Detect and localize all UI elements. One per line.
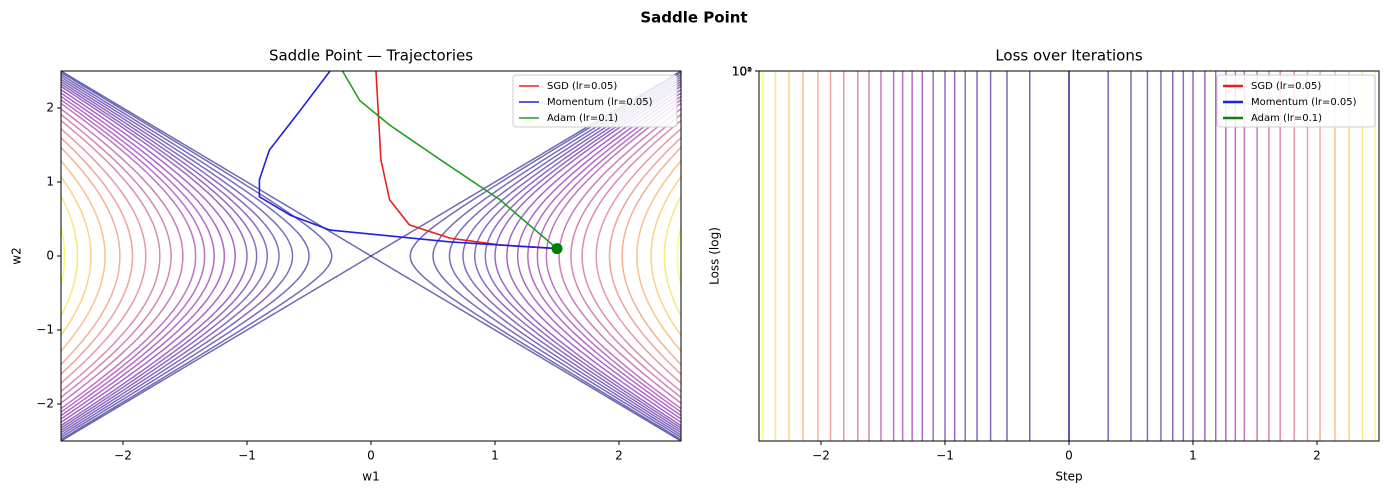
- legend-label: SGD (lr=0.05): [547, 81, 617, 92]
- contour-line: [61, 175, 92, 337]
- axes-title: Saddle Point — Trajectories: [269, 47, 473, 65]
- legend-box: [1216, 74, 1376, 128]
- contour-line: [61, 73, 310, 439]
- contour-line: [61, 85, 248, 427]
- x-tick-label: −2: [812, 449, 830, 463]
- contour-line: [506, 88, 681, 424]
- contour-line: [61, 136, 134, 376]
- contour-line: [650, 175, 681, 337]
- contour-line: [61, 119, 161, 393]
- contour-line: [61, 224, 66, 288]
- contour-line: [61, 113, 172, 399]
- contour-line: [595, 127, 681, 385]
- x-axis-label: w1: [362, 470, 379, 484]
- contour-line: [527, 95, 681, 417]
- contour-line: [61, 80, 269, 432]
- x-tick-label: −1: [238, 449, 256, 463]
- axes-frame: [60, 70, 682, 442]
- x-tick-label: −2: [114, 449, 132, 463]
- contour-line: [516, 92, 681, 420]
- legend-label: Momentum (lr=0.05): [547, 97, 653, 108]
- contour-line: [494, 85, 681, 427]
- contour-line: [61, 71, 333, 441]
- contour-line: [61, 102, 197, 410]
- legend-label: Adam (lr=0.1): [547, 113, 618, 124]
- contour-line: [61, 71, 373, 441]
- legend-label: SGD (lr=0.05): [1251, 81, 1321, 92]
- contour-line: [61, 146, 121, 366]
- y-tick-label: 10¹: [732, 65, 752, 79]
- contour-line: [581, 119, 681, 393]
- contour-line: [61, 76, 294, 436]
- plot-area: [761, 71, 1377, 441]
- contour-line: [61, 194, 79, 318]
- contour-line: [61, 88, 236, 424]
- x-tick-label: −1: [936, 449, 954, 463]
- x-axis-label: Step: [1055, 470, 1082, 484]
- contour-line: [61, 107, 184, 405]
- contour-line: [621, 146, 681, 366]
- start-point: [551, 243, 563, 255]
- contour-line: [61, 95, 215, 417]
- legend-label: Momentum (lr=0.05): [1251, 97, 1357, 108]
- x-tick-label: 1: [1189, 449, 1197, 463]
- y-axis-label: w2: [10, 247, 24, 264]
- contour-line: [61, 83, 258, 429]
- y-tick-label: −2: [36, 397, 54, 411]
- contour-line: [636, 159, 681, 353]
- contour-line: [676, 224, 681, 288]
- x-tick-label: 0: [1065, 449, 1073, 463]
- x-tick-label: 2: [615, 449, 623, 463]
- y-tick-label: 10²: [732, 65, 752, 79]
- contour-line: [473, 80, 681, 432]
- contour-line: [663, 194, 681, 318]
- contour-line: [608, 136, 681, 376]
- legend-box: [512, 74, 678, 128]
- legend-label: Adam (lr=0.1): [1251, 113, 1322, 124]
- contour-line: [61, 98, 206, 414]
- contour-line: [61, 127, 147, 385]
- trajectory: [258, 71, 558, 250]
- plot-area: [61, 71, 681, 441]
- trajectory: [341, 71, 558, 250]
- y-axis-label: Loss (log): [708, 227, 722, 285]
- contour-line: [61, 92, 226, 420]
- y-tick-label: 2: [46, 101, 54, 115]
- contour-line: [536, 98, 681, 414]
- axes-title: Loss over Iterations: [995, 47, 1143, 65]
- contour-line: [570, 113, 681, 399]
- contour-line: [558, 107, 681, 405]
- contour-line: [484, 83, 681, 429]
- contour-line: [448, 76, 681, 436]
- axes-frame: [758, 70, 1380, 442]
- contour-line: [409, 71, 681, 441]
- contour-line: [462, 78, 681, 434]
- contour-line: [432, 73, 681, 439]
- y-tick-label: 0: [46, 249, 54, 263]
- y-tick-label: −1: [36, 323, 54, 337]
- x-tick-label: 1: [491, 449, 499, 463]
- contour-line: [61, 159, 106, 353]
- contour-line: [61, 78, 280, 434]
- x-tick-label: 2: [1313, 449, 1321, 463]
- contour-line: [545, 102, 681, 410]
- figure-title: Saddle Point: [640, 9, 747, 27]
- x-tick-label: 0: [367, 449, 375, 463]
- y-tick-label: 1: [46, 175, 54, 189]
- y-tick-label: 10⁰: [732, 65, 752, 79]
